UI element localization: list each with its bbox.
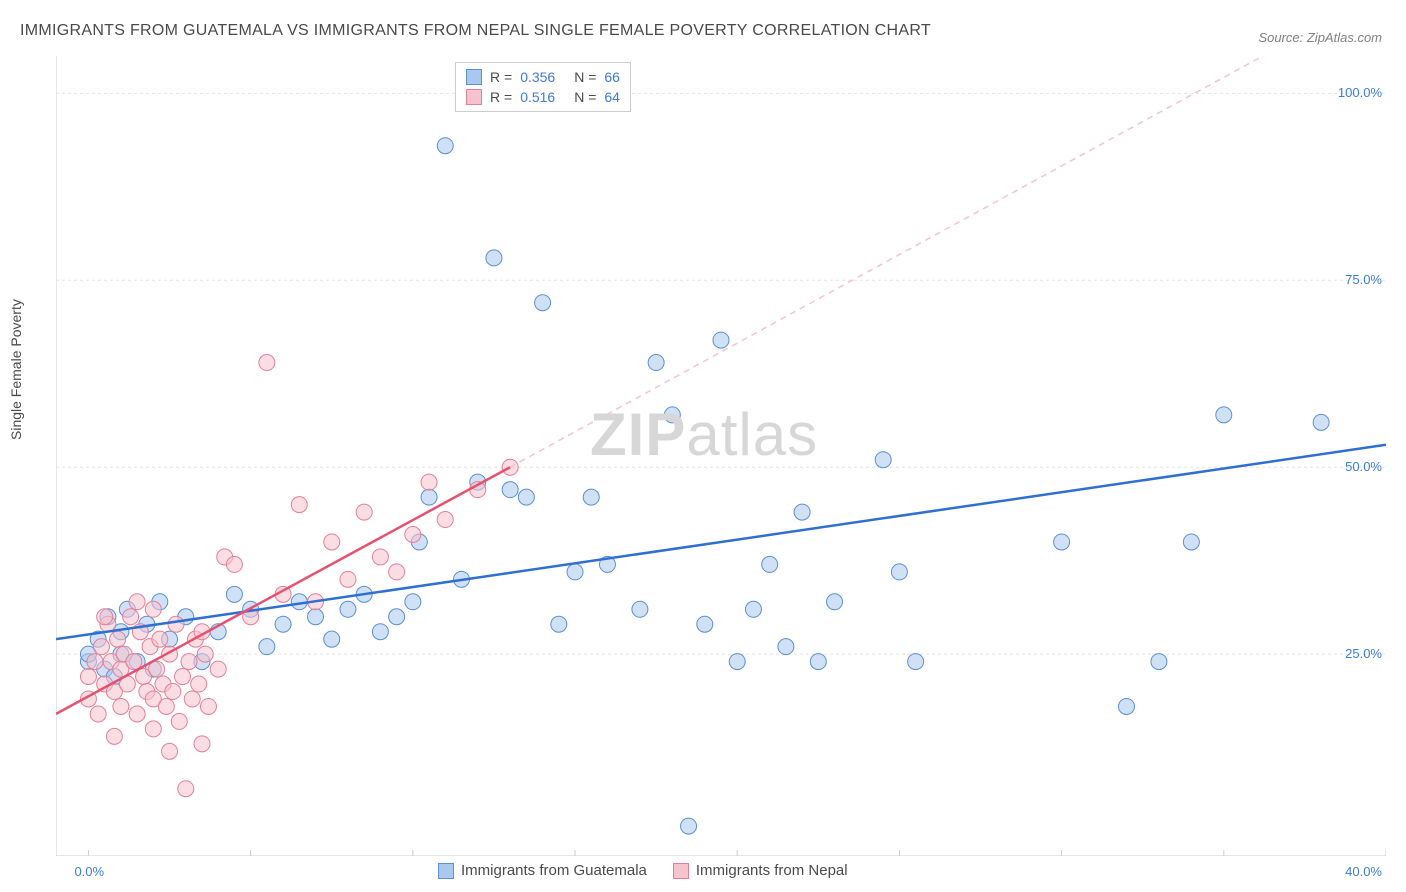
legend-stats: R = 0.356 N = 66 R = 0.516 N = 64 — [455, 62, 631, 112]
legend-swatch — [466, 69, 482, 85]
legend-series-label: Immigrants from Guatemala — [461, 862, 647, 879]
legend-series-label: Immigrants from Nepal — [696, 862, 848, 879]
n-label: N = — [574, 67, 596, 87]
legend-stat-row: R = 0.356 N = 66 — [466, 67, 620, 87]
legend-stat-row: R = 0.516 N = 64 — [466, 87, 620, 107]
x-tick-label: 40.0% — [1345, 864, 1382, 879]
legend-swatch — [673, 863, 689, 879]
r-value: 0.356 — [520, 67, 566, 87]
scatter-chart — [56, 56, 1386, 856]
legend-series-item: Immigrants from Guatemala — [438, 862, 647, 879]
r-label: R = — [490, 87, 512, 107]
n-label: N = — [574, 87, 596, 107]
x-tick-label: 0.0% — [74, 864, 104, 879]
r-value: 0.516 — [520, 87, 566, 107]
y-tick-label: 25.0% — [1345, 646, 1382, 661]
y-axis-label: Single Female Poverty — [8, 299, 24, 440]
legend-series: Immigrants from Guatemala Immigrants from… — [438, 862, 848, 879]
n-value: 64 — [604, 87, 620, 107]
y-tick-label: 75.0% — [1345, 272, 1382, 287]
r-label: R = — [490, 67, 512, 87]
y-tick-label: 50.0% — [1345, 459, 1382, 474]
chart-title: IMMIGRANTS FROM GUATEMALA VS IMMIGRANTS … — [20, 22, 931, 40]
legend-swatch — [438, 863, 454, 879]
legend-swatch — [466, 89, 482, 105]
source-label: Source: ZipAtlas.com — [1258, 30, 1382, 45]
n-value: 66 — [604, 67, 620, 87]
legend-series-item: Immigrants from Nepal — [673, 862, 848, 879]
y-tick-label: 100.0% — [1338, 85, 1382, 100]
